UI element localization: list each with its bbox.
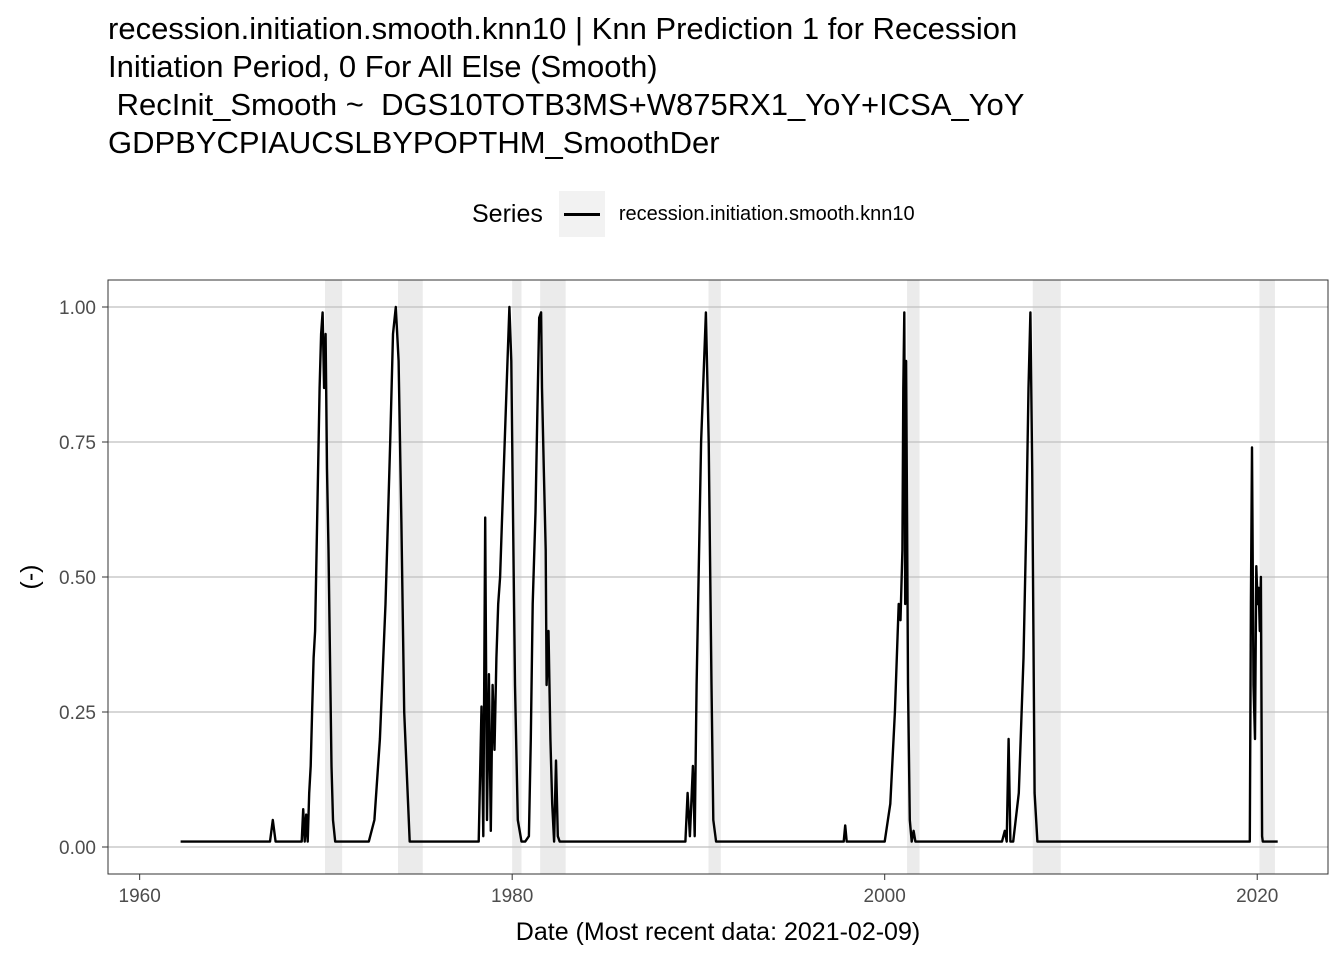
legend-key [558, 191, 605, 237]
title-line: RecInit_Smooth ~ DGS10TOTB3MS+W875RX1_Yo… [108, 87, 1025, 122]
legend: Series recession.initiation.smooth.knn10 [472, 190, 915, 238]
title-line: Initiation Period, 0 For All Else (Smoot… [108, 49, 658, 84]
y-axis-title: (-) [16, 565, 44, 590]
y-axis: 0.00 0.25 0.50 0.75 1.00 [59, 298, 108, 859]
x-tick-label: 2000 [864, 886, 906, 907]
legend-label: recession.initiation.smooth.knn10 [618, 202, 915, 225]
y-tick-label: 0.25 [59, 703, 96, 724]
series-lines [180, 305, 1278, 843]
title-line: recession.initiation.smooth.knn10 | Knn … [108, 11, 1018, 46]
x-tick-label: 1980 [491, 886, 533, 907]
y-tick-label: 0.75 [59, 433, 96, 454]
title-line: GDPBYCPIAUCSLBYPOPTHM_SmoothDer [108, 125, 720, 160]
y-tick-label: 0.50 [59, 568, 96, 589]
x-axis: 1960 1980 2000 2020 [119, 874, 1278, 907]
x-axis-title: Date (Most recent data: 2021-02-09) [516, 918, 920, 946]
x-tick-label: 1960 [119, 886, 161, 907]
y-tick-label: 1.00 [59, 298, 96, 319]
y-tick-label: 0.00 [59, 838, 96, 859]
legend-title: Series [472, 199, 543, 228]
x-tick-label: 2020 [1236, 886, 1278, 907]
series-line [180, 305, 1278, 843]
chart-title: recession.initiation.smooth.knn10 | Knn … [108, 10, 1308, 162]
